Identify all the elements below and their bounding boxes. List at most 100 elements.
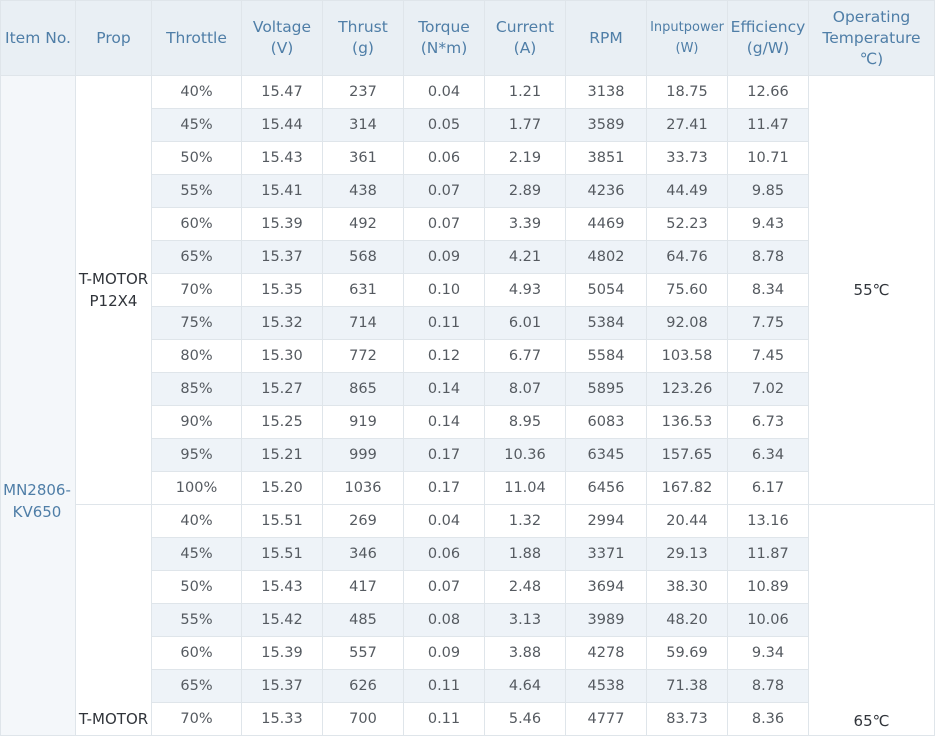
temperature-text: 65℃ <box>853 712 890 730</box>
cell-torque: 0.08 <box>403 603 485 637</box>
cell-inputpower: 92.08 <box>646 306 728 340</box>
table-body: MN2806-KV650 T-MOTOR P12X4 40% 15.47 237 0.04… <box>0 75 935 736</box>
cell-voltage: 15.32 <box>241 306 323 340</box>
cell-efficiency: 6.17 <box>727 471 809 505</box>
header-inputpower: Inputpower (W) <box>646 0 728 76</box>
cell-current: 6.01 <box>484 306 566 340</box>
cell-voltage: 15.21 <box>241 438 323 472</box>
header-unit: (N*m) <box>420 39 468 57</box>
cell-efficiency: 6.34 <box>727 438 809 472</box>
cell-inputpower: 52.23 <box>646 207 728 241</box>
cell-torque: 0.14 <box>403 372 485 406</box>
cell-inputpower: 103.58 <box>646 339 728 373</box>
table-row: 65% 15.37 626 0.11 4.64 4538 71.38 8.78 <box>1 669 935 703</box>
temperature-text: 55℃ <box>853 281 890 299</box>
cell-efficiency: 10.71 <box>727 141 809 175</box>
cell-current: 3.39 <box>484 207 566 241</box>
header-unit: (A) <box>513 39 537 57</box>
header-label: Inputpower <box>650 20 724 35</box>
cell-thrust: 361 <box>322 141 404 175</box>
header-efficiency: Efficiency (g/W) <box>727 0 809 76</box>
cell-rpm: 2994 <box>565 504 647 538</box>
cell-torque: 0.11 <box>403 669 485 703</box>
cell-voltage: 15.33 <box>241 702 323 736</box>
header-label: Prop <box>96 28 131 47</box>
cell-rpm: 6083 <box>565 405 647 439</box>
cell-rpm: 6345 <box>565 438 647 472</box>
cell-inputpower: 18.75 <box>646 75 728 109</box>
cell-rpm: 6456 <box>565 471 647 505</box>
cell-rpm: 4777 <box>565 702 647 736</box>
cell-thrust: 1036 <box>322 471 404 505</box>
cell-thrust: 700 <box>322 702 404 736</box>
cell-throttle: 40% <box>151 75 242 109</box>
cell-throttle: 55% <box>151 174 242 208</box>
table-row: T-MOTOR 40% 15.51 269 0.04 1.32 2994 20.44 13.16… <box>1 504 935 736</box>
temperature-cell: 55℃ <box>808 75 935 505</box>
cell-inputpower: 83.73 <box>646 702 728 736</box>
table-row: 60% 15.39 557 0.09 3.88 4278 59.69 9.34 <box>1 636 935 670</box>
cell-thrust: 237 <box>322 75 404 109</box>
cell-efficiency: 7.02 <box>727 372 809 406</box>
cell-efficiency: 8.36 <box>727 702 809 736</box>
cell-thrust: 772 <box>322 339 404 373</box>
header-thrust: Thrust (g) <box>322 0 404 76</box>
cell-voltage: 15.42 <box>241 603 323 637</box>
cell-torque: 0.09 <box>403 240 485 274</box>
prop-text: T-MOTOR P12X4 <box>78 270 149 310</box>
cell-efficiency: 8.78 <box>727 240 809 274</box>
cell-thrust: 269 <box>322 504 404 538</box>
header-throttle: Throttle <box>151 0 242 76</box>
cell-inputpower: 75.60 <box>646 273 728 307</box>
cell-torque: 0.07 <box>403 174 485 208</box>
cell-voltage: 15.51 <box>241 537 323 571</box>
cell-current: 4.64 <box>484 669 566 703</box>
header-label: Voltage <box>252 18 312 36</box>
cell-efficiency: 9.34 <box>727 636 809 670</box>
cell-voltage: 15.43 <box>241 570 323 604</box>
cell-rpm: 5054 <box>565 273 647 307</box>
cell-thrust: 568 <box>322 240 404 274</box>
cell-efficiency: 9.85 <box>727 174 809 208</box>
table-row: MN2806-KV650 T-MOTOR P12X4 40% 15.47 237 0.04… <box>0 75 935 736</box>
cell-efficiency: 7.75 <box>727 306 809 340</box>
cell-torque: 0.14 <box>403 405 485 439</box>
cell-current: 1.77 <box>484 108 566 142</box>
cell-rpm: 4469 <box>565 207 647 241</box>
cell-throttle: 45% <box>151 537 242 571</box>
item-no-cell: MN2806-KV650 <box>0 75 76 736</box>
prop-cell: T-MOTOR <box>75 504 152 736</box>
table-row: 95% 15.21 999 0.17 10.36 6345 157.65 6.34 <box>1 438 935 472</box>
cell-throttle: 45% <box>151 108 242 142</box>
cell-efficiency: 12.66 <box>727 75 809 109</box>
cell-torque: 0.11 <box>403 306 485 340</box>
cell-voltage: 15.43 <box>241 141 323 175</box>
cell-rpm: 5384 <box>565 306 647 340</box>
cell-rpm: 3851 <box>565 141 647 175</box>
header-label: RPM <box>589 28 623 47</box>
cell-torque: 0.10 <box>403 273 485 307</box>
cell-thrust: 492 <box>322 207 404 241</box>
cell-throttle: 80% <box>151 339 242 373</box>
cell-efficiency: 10.89 <box>727 570 809 604</box>
cell-efficiency: 10.06 <box>727 603 809 637</box>
cell-current: 4.93 <box>484 273 566 307</box>
cell-inputpower: 136.53 <box>646 405 728 439</box>
table-header: Item No. Prop Throttle Voltage (V) Thrust (g) T… <box>0 0 935 76</box>
cell-efficiency: 6.73 <box>727 405 809 439</box>
cell-current: 3.13 <box>484 603 566 637</box>
cell-voltage: 15.25 <box>241 405 323 439</box>
cell-inputpower: 123.26 <box>646 372 728 406</box>
cell-rpm: 4538 <box>565 669 647 703</box>
cell-rpm: 4236 <box>565 174 647 208</box>
cell-voltage: 15.39 <box>241 636 323 670</box>
cell-inputpower: 64.76 <box>646 240 728 274</box>
cell-rpm: 4802 <box>565 240 647 274</box>
table-row: 85% 15.27 865 0.14 8.07 5895 123.26 7.02 <box>1 372 935 406</box>
cell-throttle: 50% <box>151 141 242 175</box>
cell-current: 5.46 <box>484 702 566 736</box>
cell-current: 11.04 <box>484 471 566 505</box>
cell-current: 2.89 <box>484 174 566 208</box>
cell-rpm: 3371 <box>565 537 647 571</box>
header-unit: (W) <box>675 41 699 56</box>
